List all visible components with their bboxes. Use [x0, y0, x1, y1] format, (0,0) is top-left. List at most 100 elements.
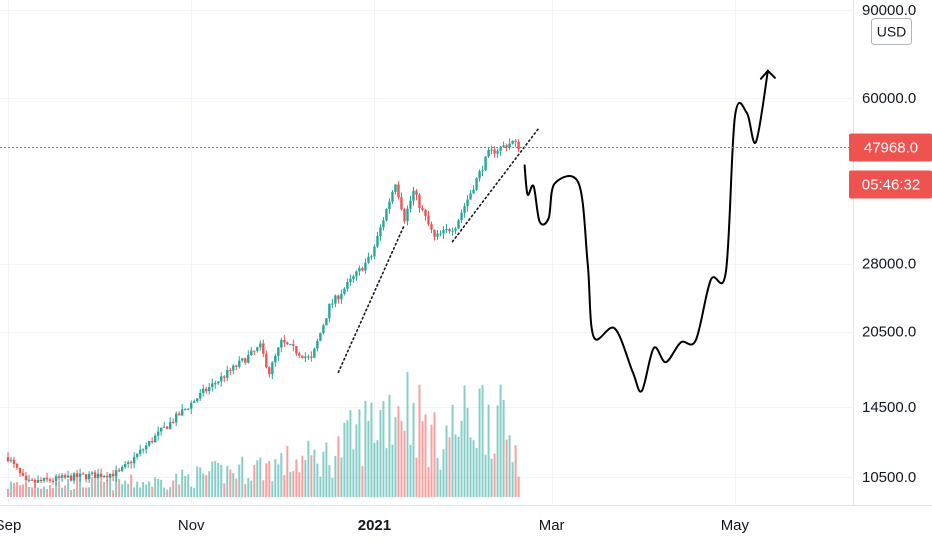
candle-body[interactable] — [18, 467, 22, 474]
candle-body[interactable] — [214, 383, 217, 385]
candle-body[interactable] — [406, 208, 409, 222]
candle-body[interactable] — [304, 356, 307, 358]
candle-body[interactable] — [69, 475, 73, 481]
candle-body[interactable] — [153, 435, 157, 443]
candle-body[interactable] — [36, 479, 40, 483]
candle-body[interactable] — [45, 477, 49, 480]
candle-body[interactable] — [472, 189, 475, 194]
candle-body[interactable] — [241, 358, 244, 361]
candle-body[interactable] — [229, 370, 232, 372]
candle-body[interactable] — [138, 449, 142, 454]
candle-body[interactable] — [454, 228, 457, 231]
trendlines[interactable] — [337, 126, 541, 374]
candle-body[interactable] — [496, 150, 499, 154]
candle-body[interactable] — [30, 479, 34, 481]
candle-body[interactable] — [12, 459, 16, 464]
candle-body[interactable] — [87, 473, 91, 480]
candle-body[interactable] — [220, 376, 223, 382]
candle-body[interactable] — [178, 413, 181, 416]
candle-body[interactable] — [144, 445, 148, 450]
candle-body[interactable] — [132, 456, 136, 464]
candle-body[interactable] — [328, 303, 331, 319]
candle-body[interactable] — [265, 353, 268, 368]
candle-body[interactable] — [382, 220, 385, 228]
candle-body[interactable] — [105, 476, 109, 478]
candle-body[interactable] — [283, 339, 286, 343]
candle-body[interactable] — [448, 228, 451, 232]
candle-body[interactable] — [334, 295, 337, 304]
candle-body[interactable] — [199, 392, 202, 399]
candle-body[interactable] — [238, 360, 241, 367]
candle-body[interactable] — [51, 480, 55, 482]
candle-body[interactable] — [502, 145, 505, 147]
candle-body[interactable] — [364, 262, 367, 271]
candle-body[interactable] — [244, 358, 247, 363]
candle-body[interactable] — [162, 426, 166, 428]
candle-body[interactable] — [27, 479, 31, 481]
candle-body[interactable] — [385, 209, 388, 221]
candle-body[interactable] — [63, 475, 67, 478]
candle-body[interactable] — [490, 149, 493, 151]
candle-body[interactable] — [147, 441, 151, 446]
candle-body[interactable] — [313, 348, 316, 358]
candle-body[interactable] — [141, 449, 145, 451]
candle-body[interactable] — [307, 356, 310, 358]
candle-body[interactable] — [415, 190, 418, 195]
price-axis[interactable]: 90000.0 60000.0 28000.0 20500.0 14500.0 10500… — [862, 2, 916, 486]
candle-body[interactable] — [361, 268, 364, 271]
candle-body[interactable] — [451, 230, 454, 232]
candle-body[interactable] — [331, 303, 334, 305]
candle-body[interactable] — [24, 475, 28, 481]
candle-body[interactable] — [181, 409, 184, 416]
candle-body[interactable] — [322, 325, 325, 334]
candle-body[interactable] — [412, 190, 415, 201]
candle-body[interactable] — [277, 347, 280, 356]
candle-body[interactable] — [175, 413, 178, 423]
candle-body[interactable] — [469, 193, 472, 200]
candle-body[interactable] — [433, 229, 436, 237]
candle-body[interactable] — [316, 340, 319, 349]
candle-body[interactable] — [505, 145, 508, 148]
candle-body[interactable] — [463, 206, 466, 213]
candle-body[interactable] — [457, 220, 460, 229]
candle-body[interactable] — [487, 149, 490, 157]
candle-body[interactable] — [235, 365, 238, 367]
candle-body[interactable] — [289, 344, 292, 346]
candle-body[interactable] — [517, 141, 520, 150]
candle-body[interactable] — [184, 408, 187, 410]
candle-body[interactable] — [460, 212, 463, 221]
candle-body[interactable] — [376, 235, 379, 247]
candle-body[interactable] — [15, 463, 19, 468]
candle-body[interactable] — [39, 479, 43, 481]
candle-body[interactable] — [84, 474, 88, 480]
candle-body[interactable] — [445, 228, 448, 230]
candle-body[interactable] — [391, 191, 394, 202]
candle-body[interactable] — [379, 227, 382, 236]
candle-body[interactable] — [114, 470, 118, 477]
candle-body[interactable] — [111, 473, 115, 477]
candle-body[interactable] — [358, 268, 361, 272]
candle-body[interactable] — [262, 343, 265, 354]
candle-body[interactable] — [499, 146, 502, 151]
candle-body[interactable] — [340, 294, 343, 300]
candle-body[interactable] — [156, 431, 160, 436]
candle-body[interactable] — [171, 422, 175, 424]
time-axis[interactable]: Sep Nov 2021 Mar May — [0, 517, 750, 534]
candle-body[interactable] — [150, 441, 154, 443]
candle-body[interactable] — [123, 463, 127, 468]
candle-body[interactable] — [96, 473, 100, 479]
candle-body[interactable] — [403, 209, 406, 222]
candle-body[interactable] — [253, 350, 256, 352]
candle-body[interactable] — [295, 346, 298, 354]
forecast-drawing[interactable] — [523, 69, 776, 393]
candle-body[interactable] — [370, 256, 373, 258]
candle-body[interactable] — [66, 475, 70, 478]
candle-body[interactable] — [211, 383, 214, 388]
candle-body[interactable] — [78, 473, 82, 478]
candle-body[interactable] — [217, 381, 220, 384]
candle-body[interactable] — [33, 479, 37, 483]
candle-body[interactable] — [337, 295, 340, 300]
candle-body[interactable] — [42, 477, 46, 481]
